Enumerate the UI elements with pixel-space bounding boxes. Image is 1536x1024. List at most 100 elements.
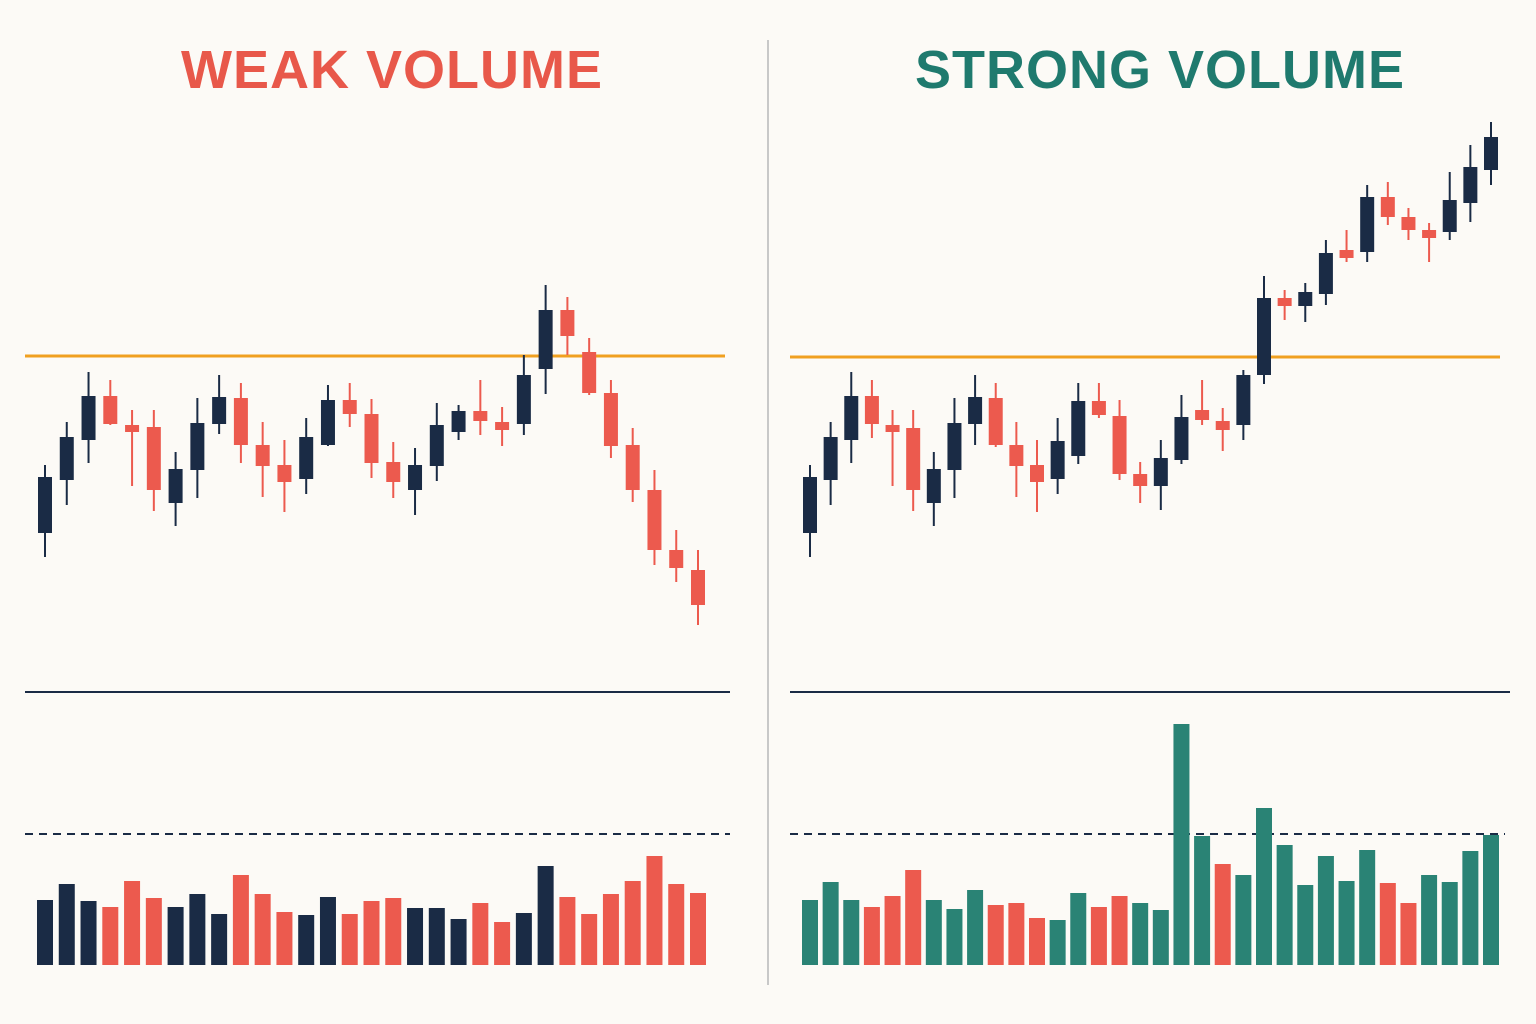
candle-body — [495, 422, 510, 430]
candle-body — [299, 437, 314, 479]
volume-bar — [1483, 835, 1499, 965]
candle-body — [1257, 298, 1271, 375]
volume-bar — [668, 884, 685, 965]
volume-bar — [537, 866, 554, 965]
chart-title: STRONG VOLUME — [915, 40, 1405, 100]
volume-bar — [624, 881, 641, 965]
volume-bar — [1152, 910, 1169, 965]
candle-body — [1360, 197, 1375, 252]
volume-bar — [1359, 850, 1376, 965]
volume-bar — [1132, 903, 1149, 965]
volume-bar — [1379, 883, 1396, 965]
volume-bar — [472, 903, 489, 965]
candle-body — [560, 310, 575, 336]
candle-body — [408, 465, 423, 490]
candle-body — [1484, 137, 1498, 170]
volume-bar — [1276, 845, 1293, 965]
candle-body — [1030, 465, 1044, 482]
candle-body — [320, 400, 335, 445]
volume-bar — [276, 912, 293, 965]
volume-bar — [1400, 903, 1417, 965]
volume-bar — [967, 890, 984, 965]
volume-bar — [802, 900, 818, 965]
volume-bar — [1194, 836, 1211, 965]
candle-body — [1318, 253, 1333, 294]
candle-body — [1298, 292, 1313, 306]
volume-bar — [167, 907, 184, 965]
volume-bar — [319, 897, 336, 965]
volume-bar — [559, 897, 576, 965]
candle-body — [1277, 298, 1292, 306]
candle-body — [38, 477, 52, 533]
volume-bar — [298, 915, 315, 965]
candle-body — [451, 411, 466, 432]
candle-body — [906, 428, 921, 490]
volume-bar — [690, 893, 706, 965]
volume-bar — [363, 901, 380, 965]
volume-bar — [450, 919, 467, 965]
volume-bar — [1317, 856, 1334, 965]
volume-bar — [1297, 885, 1314, 965]
candle-body — [1009, 445, 1024, 466]
volume-bar — [905, 870, 922, 965]
volume-bar — [428, 908, 445, 965]
candle-body — [81, 396, 96, 440]
volume-bar — [1256, 808, 1272, 965]
volume-bar — [822, 882, 839, 965]
volume-bar — [341, 914, 358, 965]
candle-body — [233, 398, 248, 445]
volume-bar — [1111, 896, 1128, 965]
candle-body — [190, 423, 205, 470]
candle-body — [1050, 441, 1065, 479]
volume-bar — [987, 905, 1004, 965]
volume-bar — [145, 898, 162, 965]
candle-body — [1339, 250, 1354, 258]
volume-bar — [385, 898, 402, 965]
volume-bar — [1214, 864, 1231, 965]
volume-bar — [1421, 875, 1438, 965]
candle-body — [582, 352, 597, 393]
volume-bar — [189, 894, 206, 965]
candle-body — [885, 425, 900, 432]
candle-body — [803, 477, 817, 533]
volume-bar — [232, 875, 249, 965]
candle-body — [473, 411, 488, 421]
candle-body — [364, 414, 379, 463]
candle-body — [516, 375, 531, 424]
volume-bar — [407, 908, 424, 965]
volume-bar — [124, 881, 141, 965]
candle-body — [1215, 421, 1230, 430]
candle-body — [212, 397, 227, 424]
volume-bar — [843, 900, 860, 965]
volume-bar — [494, 922, 511, 965]
volume-bar — [1462, 851, 1479, 965]
volume-bar — [37, 900, 53, 965]
candle-body — [988, 398, 1003, 445]
candle-body — [844, 396, 859, 440]
candle-body — [255, 445, 270, 466]
candle-body — [103, 396, 118, 424]
candle-body — [1071, 401, 1086, 456]
candle-body — [1380, 197, 1395, 217]
volume-bar — [1029, 918, 1045, 965]
candle-body — [1463, 167, 1478, 203]
candle-body — [429, 425, 444, 466]
candle-body — [1153, 458, 1168, 486]
candle-body — [386, 462, 401, 482]
candle-body — [1422, 230, 1437, 238]
candle-body — [342, 400, 357, 414]
candle-body — [647, 490, 662, 550]
candle-body — [1112, 416, 1127, 474]
volume-bar — [646, 856, 663, 965]
candle-body — [146, 427, 161, 490]
candle-body — [1091, 401, 1106, 415]
volume-bar — [80, 901, 97, 965]
candle-body — [125, 425, 140, 432]
volume-bar — [602, 894, 619, 965]
candle-body — [168, 469, 183, 503]
candle-body — [1401, 217, 1416, 230]
volume-bar — [254, 894, 271, 965]
candle-body — [277, 465, 292, 482]
